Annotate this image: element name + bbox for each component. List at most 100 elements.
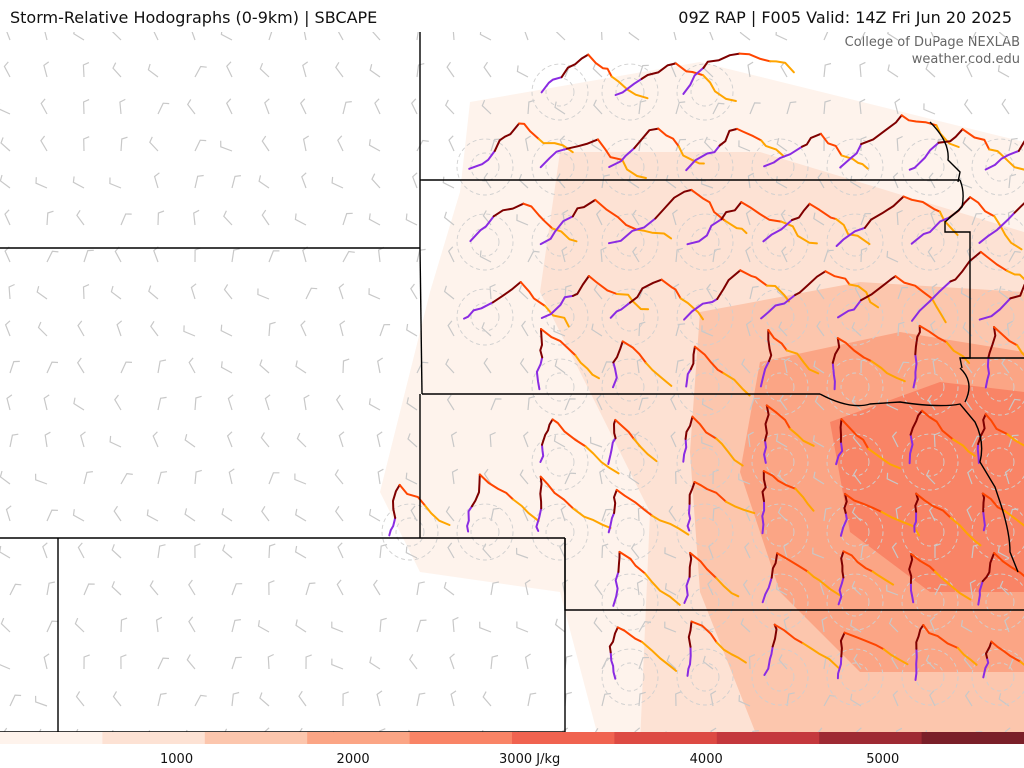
wind-barb bbox=[745, 209, 752, 226]
wind-barb bbox=[747, 172, 754, 189]
hodograph-ring bbox=[531, 213, 589, 271]
wind-barb bbox=[35, 695, 48, 707]
wind-barb bbox=[447, 320, 455, 337]
wind-barb bbox=[295, 508, 307, 522]
wind-barb bbox=[778, 654, 788, 670]
wind-barb bbox=[860, 544, 869, 559]
wind-barb bbox=[451, 468, 459, 485]
hodograph-segment bbox=[478, 473, 515, 501]
hodograph-ring bbox=[456, 503, 514, 561]
wind-barb bbox=[673, 32, 677, 41]
wind-barb bbox=[1004, 616, 1010, 633]
wind-barb bbox=[80, 431, 86, 448]
wind-barb bbox=[267, 653, 274, 670]
wind-barb bbox=[408, 653, 418, 670]
wind-barb bbox=[442, 176, 455, 189]
hodograph-ring bbox=[615, 77, 645, 107]
wind-barb bbox=[44, 32, 48, 41]
hodograph-ring bbox=[915, 587, 945, 617]
hodograph-segment bbox=[1016, 344, 1024, 357]
wind-barb bbox=[553, 325, 566, 337]
hodograph-segment bbox=[909, 409, 924, 436]
hodograph-ring bbox=[971, 213, 1024, 271]
wind-barb bbox=[524, 32, 529, 41]
hodograph-segment bbox=[609, 651, 617, 680]
hodograph-segment bbox=[551, 418, 587, 448]
hodograph-ring bbox=[601, 63, 659, 121]
wind-barb bbox=[82, 99, 90, 115]
wind-barb bbox=[701, 398, 714, 411]
hodograph-segment bbox=[1006, 269, 1024, 281]
wind-barb bbox=[850, 619, 862, 633]
wind-barb bbox=[334, 505, 344, 522]
wind-barb bbox=[342, 212, 353, 226]
wind-barb bbox=[194, 247, 201, 263]
wind-barb bbox=[294, 473, 307, 485]
wind-barb bbox=[888, 617, 899, 633]
hodograph-ring bbox=[751, 288, 809, 346]
wind-barb bbox=[114, 246, 122, 263]
colorbar bbox=[0, 732, 1024, 744]
wind-barb bbox=[483, 468, 492, 485]
colorbar-segment bbox=[512, 732, 615, 744]
wind-barb bbox=[220, 324, 233, 337]
wind-barb bbox=[294, 213, 307, 226]
wind-barb bbox=[46, 250, 59, 263]
hodograph-ring bbox=[456, 213, 514, 271]
hodograph-segment bbox=[685, 368, 692, 388]
hodograph-segment bbox=[984, 413, 1009, 436]
wind-barb bbox=[665, 174, 677, 189]
hodograph-ring bbox=[751, 503, 809, 561]
hodograph-segment bbox=[978, 297, 1012, 321]
hodograph-segment bbox=[835, 218, 871, 246]
hodograph-segment bbox=[616, 626, 644, 643]
hodograph-segment bbox=[780, 220, 818, 245]
wind-barb bbox=[775, 583, 788, 596]
hodograph-segment bbox=[388, 516, 397, 537]
wind-barb bbox=[527, 99, 535, 115]
wind-barb bbox=[416, 361, 429, 374]
wind-barb bbox=[226, 61, 233, 78]
hodograph-segment bbox=[819, 132, 843, 157]
hodograph-ring bbox=[690, 372, 720, 402]
hodograph-segment bbox=[831, 337, 841, 364]
wind-barb bbox=[416, 248, 426, 263]
wind-barb bbox=[452, 32, 455, 41]
wind-barb bbox=[479, 32, 492, 41]
wind-barb bbox=[516, 547, 529, 559]
wind-barb bbox=[448, 135, 455, 152]
wind-barb bbox=[295, 619, 307, 633]
wind-barb bbox=[998, 285, 1010, 300]
hodograph-ring bbox=[971, 433, 1024, 491]
wind-barb bbox=[46, 509, 58, 522]
wind-barb bbox=[971, 32, 977, 41]
wind-barb bbox=[298, 690, 307, 707]
wind-barb bbox=[0, 664, 11, 670]
wind-barb bbox=[776, 285, 788, 300]
wind-barb bbox=[300, 320, 307, 337]
hodograph-segment bbox=[981, 492, 986, 513]
wind-barb bbox=[823, 694, 836, 707]
hodograph-segment bbox=[837, 576, 845, 606]
border-mo-river bbox=[819, 393, 1019, 573]
colorbar-tick: 5000 bbox=[866, 752, 900, 767]
wind-barb bbox=[231, 619, 241, 633]
hodograph-segment bbox=[587, 275, 618, 295]
hodograph-ring bbox=[915, 227, 945, 257]
hodograph-segment bbox=[763, 439, 767, 464]
wind-barb bbox=[518, 284, 529, 300]
hodograph-ring bbox=[545, 152, 575, 182]
hodograph-segment bbox=[765, 284, 790, 303]
wind-barb bbox=[303, 394, 310, 411]
wind-barb bbox=[934, 543, 941, 558]
wind-barb bbox=[886, 250, 899, 263]
hodograph-segment bbox=[587, 53, 613, 78]
wind-barb bbox=[591, 323, 603, 337]
wind-barb bbox=[522, 505, 529, 522]
hodograph-ring bbox=[676, 63, 734, 121]
hodograph-ring bbox=[840, 302, 870, 332]
wind-barb bbox=[740, 618, 751, 633]
wind-barb bbox=[73, 397, 85, 411]
wind-barb bbox=[490, 654, 499, 670]
hodograph-segment bbox=[596, 138, 624, 161]
